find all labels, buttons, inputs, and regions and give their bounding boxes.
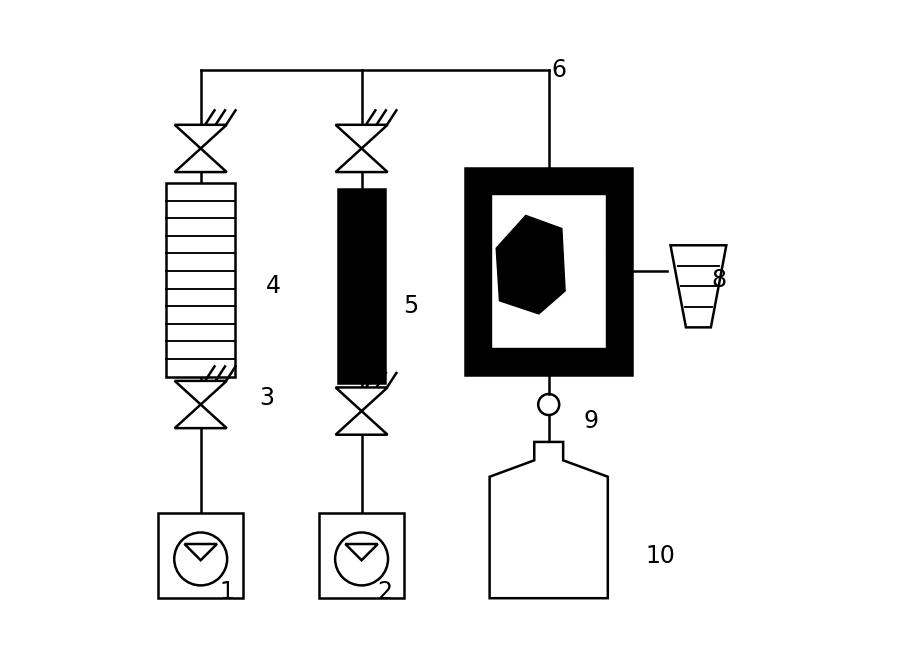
Text: 6: 6 <box>551 58 566 82</box>
Bar <box>492 194 606 348</box>
Text: 3: 3 <box>258 386 274 410</box>
Bar <box>319 513 405 598</box>
Text: 1: 1 <box>219 580 234 603</box>
Bar <box>338 190 385 383</box>
Text: 8: 8 <box>712 268 727 291</box>
Polygon shape <box>496 215 565 314</box>
Bar <box>158 513 243 598</box>
Text: 4: 4 <box>266 274 280 298</box>
Text: 5: 5 <box>404 294 418 318</box>
Text: 2: 2 <box>377 580 392 603</box>
Polygon shape <box>336 411 387 435</box>
Polygon shape <box>336 388 387 411</box>
Bar <box>465 168 632 374</box>
Polygon shape <box>346 544 378 560</box>
Text: 10: 10 <box>646 544 676 568</box>
Polygon shape <box>175 149 227 172</box>
Polygon shape <box>175 381 227 405</box>
Polygon shape <box>184 544 217 560</box>
Polygon shape <box>175 405 227 428</box>
Polygon shape <box>336 125 387 149</box>
Text: 9: 9 <box>584 409 599 433</box>
Polygon shape <box>490 442 608 598</box>
Polygon shape <box>175 125 227 149</box>
Bar <box>166 183 235 376</box>
Polygon shape <box>336 149 387 172</box>
Text: 7: 7 <box>603 251 619 275</box>
